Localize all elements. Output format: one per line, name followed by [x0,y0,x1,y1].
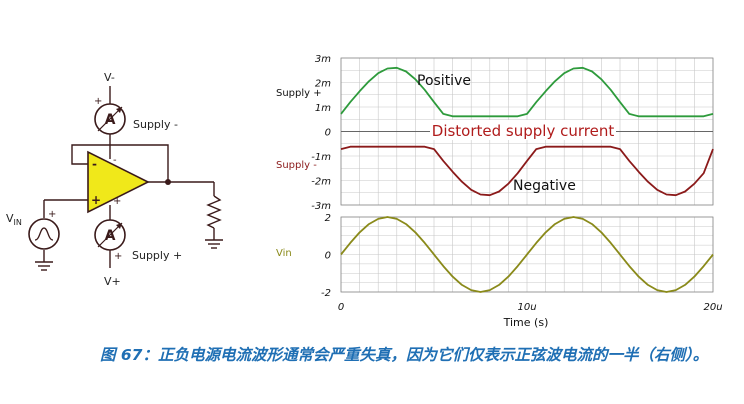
y-tick-label-vin: 2 [325,213,331,224]
opamp-supply-plus-pin: + [113,196,121,207]
y-tick-label-vin: 0 [325,251,331,262]
y-tick-label-current: 3m [315,54,331,65]
supply-minus-meter-label: Supply - [133,118,178,131]
signal-source-icon [28,218,60,250]
annotation-negative: Negative [513,178,576,194]
x-tick-label: 0 [338,302,344,313]
ammeter-supply-plus-icon: A [94,219,126,251]
chart-grid [340,57,714,293]
x-tick-label: 10u [517,302,536,313]
source-ground-icon [35,261,53,271]
y-tick-label-current: 1m [315,103,331,114]
x-axis-label: Time (s) [503,316,549,329]
waveform-chart: 3m 2m 1m 0 -1m -2m -3m2 0 -2 0 10u 20u Distorted su… [276,54,723,329]
chart-series [340,66,714,293]
y-tick-label-current: 0 [325,128,331,139]
supply-plus-meter-label: Supply + [132,249,182,262]
series-label-supply-minus: Supply - [276,160,317,171]
annotation-distorted: Distorted supply current [432,122,615,140]
output-node [165,179,171,185]
v-minus-label: V- [104,71,115,84]
series-line-supply-minus [340,145,714,197]
y-tick-label-vin: -2 [321,288,331,299]
series-label-vin: Vin [276,248,292,259]
opamp-triangle [87,150,150,214]
series-line-vin [340,216,714,293]
y-tick-label-current: -2m [311,177,331,188]
y-tick-label-current: 2m [315,79,331,90]
series-label-supply-plus: Supply + [276,88,322,99]
chart-tick-labels: 3m 2m 1m 0 -1m -2m -3m2 0 -2 0 10u 20u [311,54,722,313]
v-plus-label: V+ [104,275,121,288]
annotation-positive: Positive [417,73,471,89]
ammeter-top-plus: + [94,96,102,107]
ammeter-top-symbol: A [105,112,116,128]
vin-label: VIN [6,212,22,227]
ammeter-bottom-symbol: A [105,228,116,244]
opamp-supply-minus-pin: - [113,155,117,166]
opamp-minus-pin: - [92,157,97,171]
load-ground-icon [205,239,223,249]
y-tick-label-current: -1m [311,152,331,163]
series-line-supply-plus [340,66,714,118]
x-tick-label: 20u [703,302,722,313]
ammeter-bottom-plus: + [114,251,122,262]
circuit-schematic: - + - + A + V- Supply - A + Supply + V+ … [6,71,223,288]
ammeter-supply-minus-icon: A [94,103,126,135]
circuit-wires [43,86,215,268]
opamp-plus-pin: + [91,193,101,207]
load-resistor [206,195,222,229]
figure-caption: 图 67：正负电源电流波形通常会严重失真，因为它们仅表示正弦波电流的一半（右侧）… [100,346,709,364]
distorted-label-bg [430,120,616,140]
source-plus: + [48,209,56,220]
y-tick-label-current: -3m [311,201,331,212]
